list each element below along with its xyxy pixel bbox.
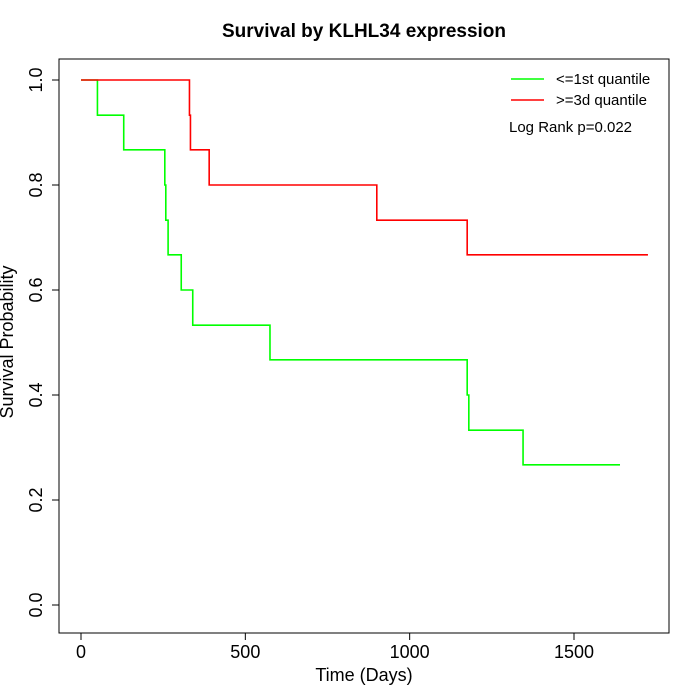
x-tick-label: 0 <box>76 642 86 662</box>
legend: <=1st quantile >=3d quantile <box>511 71 650 109</box>
x-axis: 0 500 1000 1500 <box>76 632 594 662</box>
y-tick-label: 1.0 <box>26 67 46 92</box>
y-tick-label: 0.2 <box>26 487 46 512</box>
x-tick-label: 1000 <box>390 642 430 662</box>
chart-title: Survival by KLHL34 expression <box>222 21 506 42</box>
y-axis-label: Survival Probability <box>0 265 17 418</box>
series-layer <box>81 79 648 466</box>
survival-curve-high-quantile <box>81 79 648 256</box>
legend-label: <=1st quantile <box>556 71 650 88</box>
legend-label: >=3d quantile <box>556 92 647 109</box>
y-tick-label: 0.6 <box>26 277 46 302</box>
y-tick-label: 0.4 <box>26 382 46 407</box>
log-rank-annotation: Log Rank p=0.022 <box>509 119 632 136</box>
y-axis: 0.0 0.2 0.4 0.6 0.8 1.0 <box>26 67 60 618</box>
survival-curve-low-quantile <box>81 79 621 466</box>
y-tick-label: 0.0 <box>26 592 46 617</box>
y-tick-label: 0.8 <box>26 172 46 197</box>
x-axis-label: Time (Days) <box>315 665 412 685</box>
x-tick-label: 1500 <box>554 642 594 662</box>
x-tick-label: 500 <box>230 642 260 662</box>
